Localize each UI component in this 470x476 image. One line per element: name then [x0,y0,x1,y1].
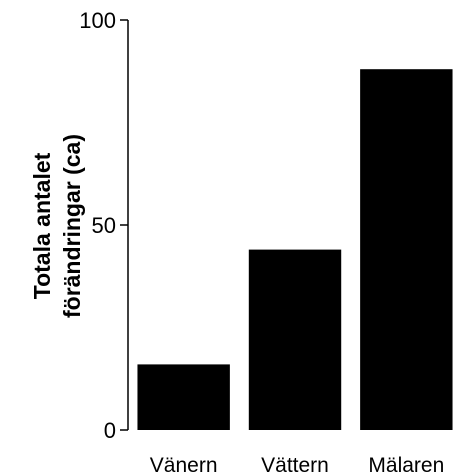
y-tick-label-0: 0 [104,418,116,443]
y-axis-title-line-1: Totala antalet [29,152,55,299]
y-axis-title-line-2: förändringar (ca) [59,134,85,318]
bars-group [137,69,453,430]
y-tick-label-50: 50 [92,213,116,238]
y-tick-label-100: 100 [79,8,116,33]
y-axis: 0 50 100 [79,8,129,443]
bar-vättern [248,249,342,430]
bar-mälaren [360,69,453,430]
x-tick-label-mälaren: Mälaren [368,454,444,476]
x-axis-labels: Vänern Vättern Mälaren [150,454,444,476]
x-tick-label-vättern: Vättern [261,454,329,476]
y-axis-title: Totala antalet förändringar (ca) [29,134,85,318]
x-tick-label-vänern: Vänern [150,454,218,476]
bar-vänern [137,364,230,430]
